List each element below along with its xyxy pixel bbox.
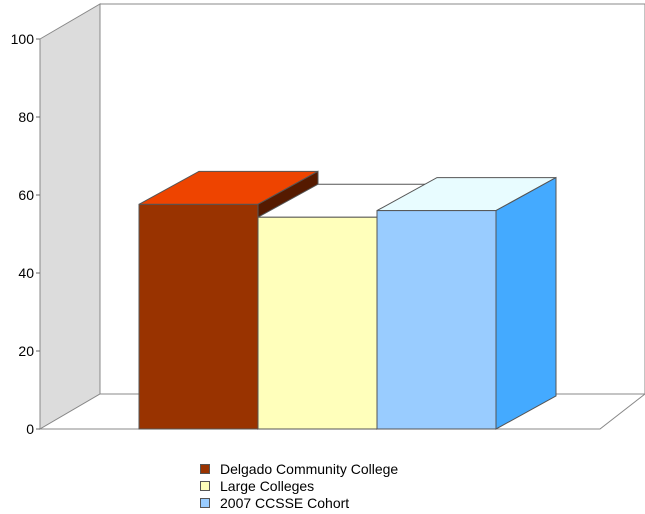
bar-front — [257, 216, 378, 430]
legend-label: Large Colleges — [220, 477, 315, 494]
chart-bars — [138, 170, 557, 430]
legend-item: 2007 CCSSE Cohort — [200, 494, 398, 511]
chart: 0 20 40 60 80 100 — [11, 3, 645, 437]
bar-front — [376, 210, 497, 430]
y-tick-label: 20 — [18, 343, 34, 359]
legend-swatch — [200, 497, 210, 508]
left-wall — [39, 3, 101, 430]
legend-swatch — [200, 463, 210, 474]
y-tick-label: 80 — [18, 109, 34, 125]
legend-swatch — [200, 480, 210, 491]
bar-side — [495, 176, 557, 430]
bar-front — [138, 203, 259, 430]
legend-label: Delgado Community College — [220, 460, 399, 477]
legend-item: Large Colleges — [200, 477, 398, 494]
legend-label: 2007 CCSSE Cohort — [220, 494, 350, 511]
y-tick-label: 100 — [11, 31, 35, 47]
legend-item: Delgado Community College — [200, 460, 398, 477]
y-tick-label: 60 — [18, 187, 34, 203]
y-tick-label: 0 — [26, 421, 34, 437]
y-axis-ticks: 0 20 40 60 80 100 — [11, 31, 40, 437]
y-tick-label: 40 — [18, 265, 34, 281]
bar — [376, 176, 557, 430]
chart-legend: Delgado Community College Large Colleges… — [200, 460, 398, 511]
